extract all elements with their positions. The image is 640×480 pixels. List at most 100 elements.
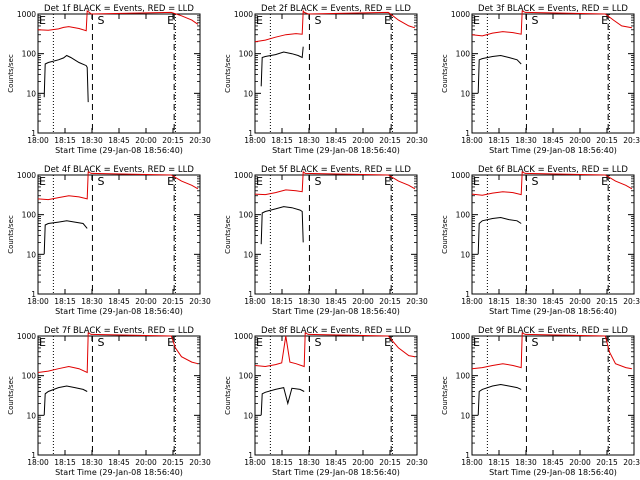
y-tick-label: 100 xyxy=(239,50,254,59)
x-tick-label: 18:30 xyxy=(298,458,320,467)
end-marker-label: E xyxy=(601,14,608,27)
y-tick-label: 1 xyxy=(465,290,470,299)
x-tick-label: 20:30 xyxy=(189,297,211,306)
x-tick-label: 18:15 xyxy=(488,458,510,467)
x-tick-label: 18:45 xyxy=(542,297,564,306)
x-tick-label: 18:45 xyxy=(108,458,130,467)
y-tick-label: 1000 xyxy=(451,10,470,19)
panel-1: Det 1f BLACK = Events, RED = LLD 1 10 100 10… xyxy=(7,4,211,155)
start-marker-label: S xyxy=(97,336,104,349)
lld-series-line xyxy=(471,332,632,370)
y-tick-label: 10 xyxy=(26,250,36,259)
panel-7: Det 7f BLACK = Events, RED = LLD 1 10 100 10… xyxy=(7,326,211,477)
x-tick-label: 18:45 xyxy=(325,136,347,145)
y-tick-label: 1000 xyxy=(451,171,470,180)
panel-title: Det 9f BLACK = Events, RED = LLD xyxy=(478,326,628,336)
end-marker-label: E xyxy=(384,14,391,27)
x-axis-label: Start Time (29-Jan-08 18:56:40) xyxy=(272,307,400,316)
end-marker-label: E xyxy=(601,336,608,349)
y-tick-label: 1 xyxy=(248,290,253,299)
left-marker-label: E xyxy=(473,336,480,349)
x-tick-label: 20:00 xyxy=(352,136,374,145)
events-series-line xyxy=(260,46,304,87)
y-tick-label: 100 xyxy=(239,211,254,220)
x-tick-label: 20:15 xyxy=(596,136,618,145)
x-axis-label: Start Time (29-Jan-08 18:56:40) xyxy=(489,146,617,155)
x-tick-label: 20:15 xyxy=(379,458,401,467)
panel-title: Det 1f BLACK = Events, RED = LLD xyxy=(44,4,194,14)
x-tick-label: 18:30 xyxy=(81,136,103,145)
lld-series-line xyxy=(254,332,415,368)
y-tick-label: 1 xyxy=(248,129,253,138)
x-tick-label: 20:30 xyxy=(406,458,428,467)
panel-title: Det 4f BLACK = Events, RED = LLD xyxy=(44,165,194,175)
x-tick-label: 20:15 xyxy=(379,297,401,306)
y-tick-label: 1000 xyxy=(17,10,36,19)
x-tick-label: 18:45 xyxy=(325,297,347,306)
start-marker-label: S xyxy=(531,175,538,188)
x-tick-label: 20:30 xyxy=(406,136,428,145)
plot-frame xyxy=(37,13,201,134)
left-marker-label: E xyxy=(39,336,46,349)
x-tick-label: 18:45 xyxy=(542,136,564,145)
panel-9: Det 9f BLACK = Events, RED = LLD 1 10 100 10… xyxy=(441,326,640,477)
x-tick-label: 20:00 xyxy=(569,297,591,306)
y-axis-label: Counts/sec xyxy=(7,376,15,415)
x-tick-label: 18:00 xyxy=(244,458,266,467)
x-tick-label: 20:00 xyxy=(352,458,374,467)
lld-series-line xyxy=(471,10,632,37)
plot-frame xyxy=(37,174,201,295)
lld-series-line xyxy=(37,171,199,201)
plot-frame xyxy=(471,13,635,134)
events-series-line xyxy=(43,385,88,416)
y-tick-label: 1000 xyxy=(234,171,253,180)
x-tick-label: 18:30 xyxy=(515,458,537,467)
y-tick-label: 1000 xyxy=(17,332,36,341)
events-series-line xyxy=(260,206,304,245)
left-marker-label: E xyxy=(39,14,46,27)
panel-6: Det 6f BLACK = Events, RED = LLD 1 10 100 10… xyxy=(441,165,640,316)
panel-title: Det 5f BLACK = Events, RED = LLD xyxy=(261,165,411,175)
start-marker-label: S xyxy=(314,14,321,27)
panel-3: Det 3f BLACK = Events, RED = LLD 1 10 100 10… xyxy=(441,4,640,155)
y-axis-label: Counts/sec xyxy=(224,54,232,93)
events-series-line xyxy=(260,387,305,416)
x-tick-label: 20:30 xyxy=(623,297,640,306)
y-tick-label: 100 xyxy=(22,211,37,220)
x-tick-label: 20:00 xyxy=(135,458,157,467)
x-tick-label: 18:30 xyxy=(298,297,320,306)
start-marker-label: S xyxy=(531,336,538,349)
x-tick-label: 18:45 xyxy=(108,136,130,145)
x-tick-label: 20:15 xyxy=(596,458,618,467)
y-tick-label: 10 xyxy=(460,89,470,98)
panel-title: Det 2f BLACK = Events, RED = LLD xyxy=(261,4,411,14)
x-tick-label: 18:45 xyxy=(108,297,130,306)
plot-frame xyxy=(254,13,418,134)
y-tick-label: 100 xyxy=(456,372,471,381)
x-tick-label: 18:00 xyxy=(244,297,266,306)
y-axis-label: Counts/sec xyxy=(441,215,449,254)
x-tick-label: 20:00 xyxy=(352,297,374,306)
events-series-line xyxy=(477,54,522,94)
x-tick-label: 20:30 xyxy=(406,297,428,306)
x-tick-label: 18:15 xyxy=(54,297,76,306)
x-tick-label: 20:30 xyxy=(189,458,211,467)
x-axis-label: Start Time (29-Jan-08 18:56:40) xyxy=(272,468,400,477)
end-marker-label: E xyxy=(167,175,174,188)
events-series-line xyxy=(43,54,89,103)
left-marker-label: E xyxy=(39,175,46,188)
x-tick-label: 20:00 xyxy=(569,136,591,145)
x-tick-label: 20:30 xyxy=(623,136,640,145)
start-marker-label: S xyxy=(314,175,321,188)
x-axis-label: Start Time (29-Jan-08 18:56:40) xyxy=(55,146,183,155)
panel-title: Det 8f BLACK = Events, RED = LLD xyxy=(261,326,411,336)
left-marker-label: E xyxy=(256,336,263,349)
plot-frame xyxy=(254,335,418,456)
y-axis-label: Counts/sec xyxy=(7,215,15,254)
panel-8: Det 8f BLACK = Events, RED = LLD 1 10 100 10… xyxy=(224,326,428,477)
start-marker-label: S xyxy=(531,14,538,27)
x-tick-label: 20:30 xyxy=(623,458,640,467)
y-tick-label: 10 xyxy=(243,89,253,98)
y-tick-label: 1000 xyxy=(451,332,470,341)
x-tick-label: 18:00 xyxy=(461,297,483,306)
